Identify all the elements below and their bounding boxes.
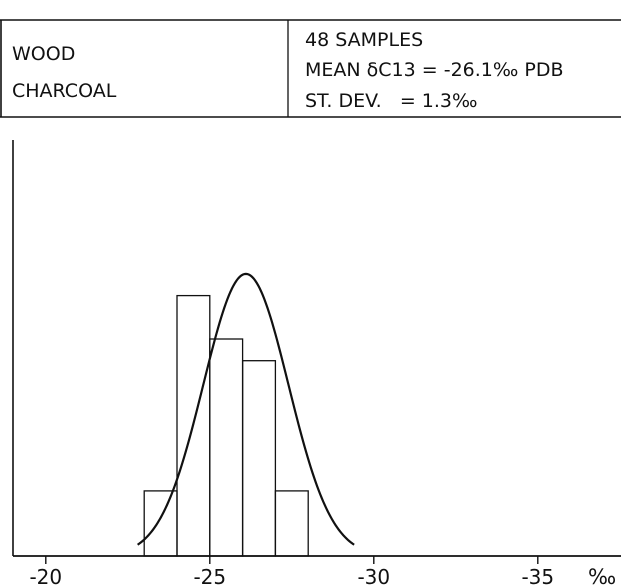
x-tick-label: -35 <box>521 565 554 586</box>
histogram-bar <box>209 338 244 557</box>
material-label-line2: CHARCOAL <box>12 80 117 102</box>
material-label-line1: WOOD <box>12 43 75 65</box>
histogram-bar <box>143 490 178 557</box>
histogram-bar <box>241 360 277 557</box>
x-axis-tick-labels: -20 -25 -30 -35 <box>29 565 554 586</box>
x-axis-unit-label: ‰ <box>588 565 616 586</box>
header-panel: WOOD CHARCOAL 48 SAMPLES MEAN δC13 = -26… <box>0 19 621 118</box>
plot-frame <box>12 140 621 557</box>
normal-fit-curve <box>137 272 355 546</box>
mean-value: MEAN δC13 = -26.1‰ PDB <box>305 59 564 81</box>
x-tick-label: -20 <box>29 565 62 586</box>
standard-deviation: ST. DEV. = 1.3‰ <box>305 90 478 112</box>
x-tick-label: -25 <box>193 565 226 586</box>
histogram-bars <box>143 294 309 557</box>
histogram-bar <box>274 490 309 557</box>
x-axis-ticks <box>45 556 539 564</box>
x-tick-label: -30 <box>357 565 390 586</box>
sample-count: 48 SAMPLES <box>305 29 423 51</box>
